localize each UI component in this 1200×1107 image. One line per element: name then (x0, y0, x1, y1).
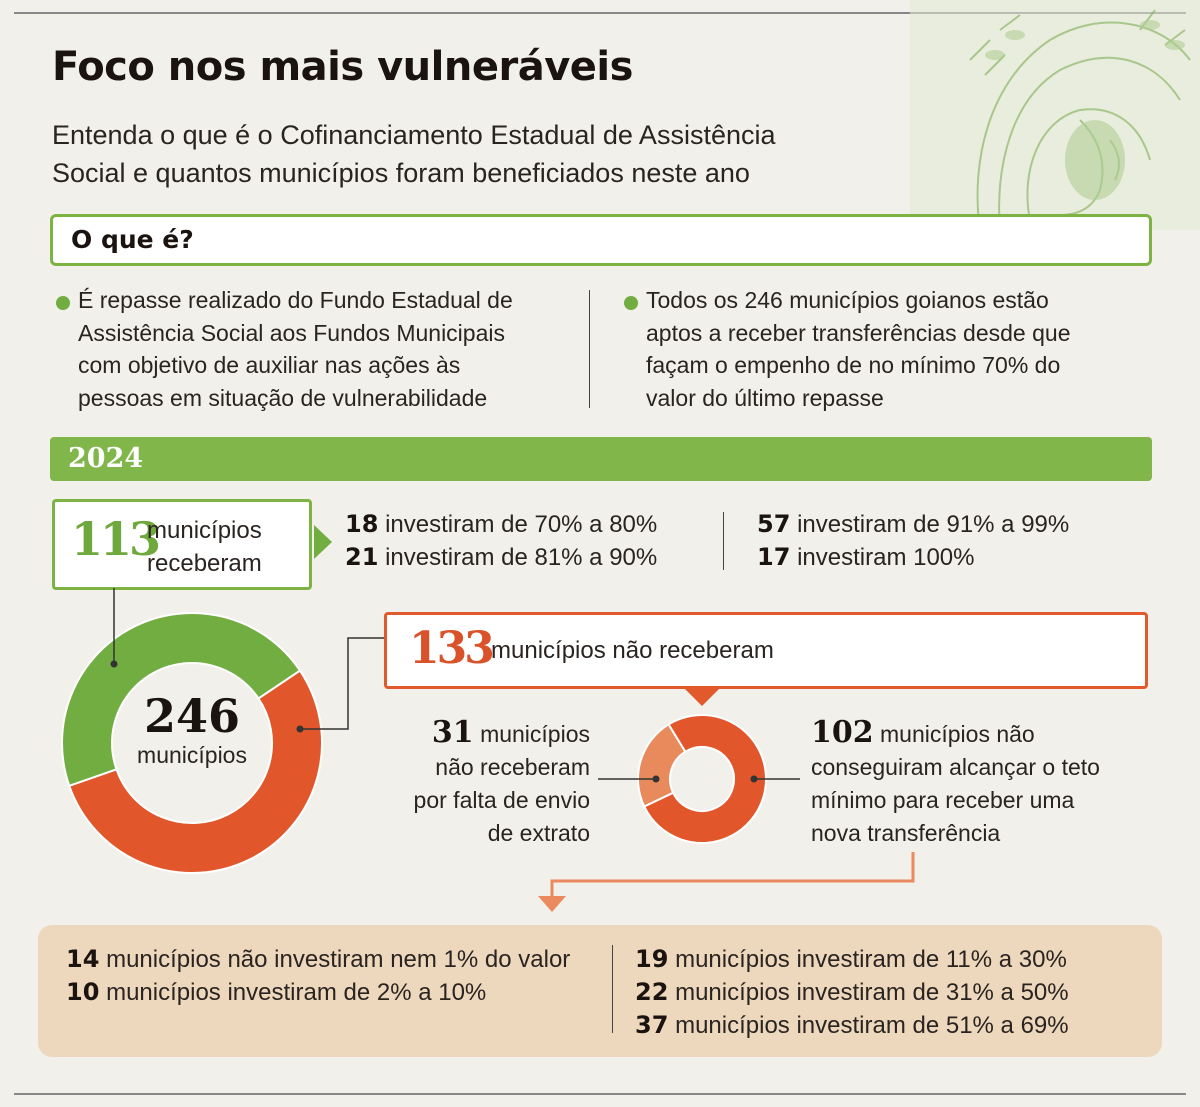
total-label: 246 municípios (112, 690, 272, 769)
bullet-line: aptos a receber transferências desde que (646, 319, 1071, 346)
donut-segment-below-minimum (642, 714, 767, 844)
connector-arrow (550, 852, 915, 898)
breakdown-text: municípios não investiram nem 1% do valo… (106, 946, 571, 973)
stat-number: 18 (345, 510, 379, 538)
bullet-line: façam o empenho de no mínimo 70% do (646, 352, 1061, 378)
year-bar: 2024 (50, 437, 1152, 481)
connector-dot (110, 660, 118, 668)
bullet-line: Assistência Social aos Fundos Municipais (78, 319, 505, 346)
breakdown-divider (612, 945, 613, 1033)
donut-segment-missing-statement (637, 723, 687, 808)
statue-illustration (910, 0, 1200, 230)
breakdown-number: 19 (635, 945, 669, 973)
received-count: 113 (71, 512, 161, 566)
connector-dot (652, 775, 660, 783)
what-is-heading-box: O que é? (50, 214, 1152, 266)
arrow-right-icon (314, 525, 332, 559)
stat-number: 17 (757, 543, 791, 571)
received-stat: 21 investiram de 81% a 90% (345, 543, 657, 572)
received-label-line: municípios (147, 517, 262, 544)
breakdown-text: municípios investiram de 31% a 50% (675, 979, 1069, 1006)
breakdown-item: 19 municípios investiram de 11% a 30% (635, 945, 1067, 974)
desc-line: municípios não (880, 721, 1035, 747)
breakdown-item: 14 municípios não investiram nem 1% do v… (66, 945, 570, 974)
page-title: Foco nos mais vulneráveis (52, 44, 633, 90)
desc-number: 102 (811, 715, 874, 750)
breakdown-text: municípios investiram de 11% a 30% (675, 946, 1067, 973)
total-count: 246 (143, 689, 241, 743)
breakdown-text: municípios investiram de 51% a 69% (675, 1012, 1069, 1039)
breakdown-text: municípios investiram de 2% a 10% (106, 979, 487, 1006)
small-donut (637, 714, 767, 844)
what-is-heading: O que é? (71, 225, 194, 254)
page-subtitle: Entenda o que é o Cofinanciamento Estadu… (52, 116, 932, 192)
received-box: 113 municípios receberam (52, 499, 312, 590)
desc-line: conseguiram alcançar o teto (811, 754, 1100, 780)
connector-line (300, 637, 384, 730)
desc-line: municípios (480, 721, 590, 747)
bullet-dot-icon (624, 296, 638, 310)
year-label: 2024 (68, 443, 144, 474)
bullet-line: valor do último repasse (646, 384, 884, 411)
connector-dot (296, 725, 304, 733)
received-label-line: receberam (147, 550, 262, 577)
breakdown-item: 10 municípios investiram de 2% a 10% (66, 978, 486, 1007)
stat-text: investiram de 70% a 80% (385, 511, 658, 538)
breakdown-number: 22 (635, 978, 669, 1006)
bullet-line: pessoas em situação de vulnerabilidade (78, 384, 488, 411)
bullet-line: É repasse realizado do Fundo Estadual de (78, 287, 513, 313)
eligibility-bullet: Todos os 246 municípios goianos estão ap… (646, 284, 1071, 414)
not-received-box: 133 municípios não receberam (384, 612, 1148, 689)
stats-divider (723, 512, 724, 570)
desc-number: 31 (431, 715, 474, 750)
breakdown-number: 10 (66, 978, 100, 1006)
column-divider (589, 290, 590, 408)
breakdown-item: 22 municípios investiram de 31% a 50% (635, 978, 1069, 1007)
received-label: municípios receberam (147, 514, 262, 580)
arrow-down-icon (538, 896, 566, 912)
stat-text: investiram de 81% a 90% (385, 544, 658, 571)
received-stat: 18 investiram de 70% a 80% (345, 510, 657, 539)
bullet-line: com objetivo de auxiliar nas ações às (78, 352, 461, 378)
investment-breakdown-panel (38, 925, 1162, 1057)
top-rule (14, 12, 1186, 14)
breakdown-number: 37 (635, 1011, 669, 1039)
desc-line: por falta de envio (413, 787, 590, 813)
breakdown-number: 14 (66, 945, 100, 973)
received-stat: 17 investiram 100% (757, 543, 975, 572)
subtitle-line: Social e quantos municípios foram benefi… (52, 158, 750, 188)
total-text: municípios (137, 742, 247, 768)
received-stat: 57 investiram de 91% a 99% (757, 510, 1069, 539)
connector-dot (750, 775, 758, 783)
triangle-down-icon (684, 688, 720, 706)
desc-line: de extrato (487, 820, 590, 846)
subtitle-line: Entenda o que é o Cofinanciamento Estadu… (52, 120, 776, 150)
breakdown-item: 37 municípios investiram de 51% a 69% (635, 1011, 1069, 1040)
desc-line: nova transferência (811, 820, 1001, 846)
desc-line: mínimo para receber uma (811, 787, 1075, 813)
bullet-line: Todos os 246 municípios goianos estão (646, 287, 1049, 313)
stat-text: investiram de 91% a 99% (797, 511, 1070, 538)
missing-statement-desc: 31 municípios não receberam por falta de… (380, 716, 590, 850)
definition-bullet: É repasse realizado do Fundo Estadual de… (78, 284, 513, 414)
stat-number: 21 (345, 543, 379, 571)
desc-line: não receberam (435, 754, 590, 780)
not-received-count: 133 (409, 623, 495, 674)
below-minimum-desc: 102 municípios não conseguiram alcançar … (811, 716, 1151, 850)
stat-text: investiram 100% (797, 544, 975, 571)
stat-number: 57 (757, 510, 791, 538)
not-received-label: municípios não receberam (491, 637, 774, 664)
bottom-rule (14, 1093, 1186, 1095)
bullet-dot-icon (56, 296, 70, 310)
